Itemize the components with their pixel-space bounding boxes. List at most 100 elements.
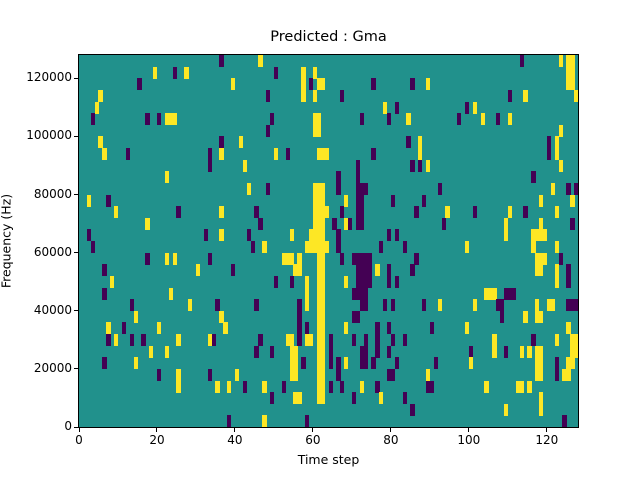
heatmap-cell <box>488 287 493 300</box>
heatmap-cell <box>285 334 290 347</box>
heatmap-cell <box>320 241 325 254</box>
heatmap-cell <box>258 55 263 68</box>
heatmap-cell <box>316 229 322 242</box>
heatmap-cell <box>550 182 555 195</box>
heatmap-cell <box>273 275 279 288</box>
heatmap-cell <box>492 334 497 347</box>
heatmap-cell <box>464 241 470 254</box>
heatmap-cell <box>297 264 302 277</box>
heatmap-cell <box>480 113 485 126</box>
heatmap-cell <box>258 217 263 230</box>
heatmap-cell <box>359 194 364 207</box>
heatmap-cell <box>566 299 571 312</box>
heatmap-cell <box>386 275 392 288</box>
heatmap-cell <box>297 310 302 323</box>
heatmap-cell <box>390 368 396 381</box>
heatmap-cell <box>558 159 563 172</box>
heatmap-cell <box>293 392 298 405</box>
heatmap-cell <box>344 357 349 370</box>
heatmap-cell <box>344 217 349 230</box>
y-tick-label: 120000 <box>26 70 72 85</box>
heatmap-cell <box>309 78 314 91</box>
heatmap-cell <box>355 182 361 195</box>
heatmap-cell <box>289 334 294 347</box>
heatmap-cell <box>375 345 380 358</box>
heatmap-cell <box>145 252 150 265</box>
heatmap-cell <box>355 275 361 288</box>
heatmap-cell <box>523 89 528 102</box>
heatmap-cell <box>359 345 364 358</box>
heatmap-cell <box>207 334 212 347</box>
heatmap-plot-area <box>78 54 579 428</box>
heatmap-cell <box>406 136 411 149</box>
heatmap-cell <box>531 241 536 254</box>
heatmap-cell <box>363 345 368 358</box>
heatmap-cell <box>336 368 341 381</box>
heatmap-cell <box>336 241 341 254</box>
heatmap-cell <box>305 415 310 427</box>
heatmap-cell <box>367 252 372 265</box>
heatmap-cell <box>503 403 509 416</box>
heatmap-cell <box>153 66 158 79</box>
y-tick-label: 0 <box>64 419 72 433</box>
heatmap-cell <box>293 264 298 277</box>
y-tick-mark <box>74 252 78 254</box>
heatmap-cell <box>246 182 251 195</box>
heatmap-cell <box>558 252 563 265</box>
heatmap-cell <box>106 334 111 347</box>
heatmap-cell <box>554 357 559 370</box>
heatmap-cell <box>223 322 228 335</box>
heatmap-cell <box>316 380 322 393</box>
heatmap-cell <box>336 229 341 242</box>
heatmap-cell <box>301 89 306 102</box>
heatmap-cell <box>363 182 368 195</box>
heatmap-cell <box>176 334 181 347</box>
heatmap-cell <box>496 299 501 312</box>
heatmap-cell <box>359 357 364 370</box>
heatmap-cell <box>355 252 361 265</box>
x-tick-mark <box>468 428 470 432</box>
heatmap-cell <box>94 101 99 114</box>
heatmap-cell <box>316 78 322 91</box>
heatmap-cell <box>293 357 298 370</box>
heatmap-cell <box>90 241 95 254</box>
heatmap-cell <box>554 241 559 254</box>
heatmap-cell <box>301 78 306 91</box>
heatmap-cell <box>262 241 267 254</box>
heatmap-cell <box>359 287 364 300</box>
heatmap-cell <box>527 345 532 358</box>
heatmap-cell <box>133 310 138 323</box>
heatmap-cell <box>312 89 318 102</box>
chart-title: Predicted : Gma <box>270 29 387 45</box>
heatmap-cell <box>316 368 322 381</box>
heatmap-cell <box>312 241 318 254</box>
heatmap-cell <box>539 310 544 323</box>
heatmap-cell <box>554 368 559 381</box>
heatmap-cell <box>410 403 415 416</box>
heatmap-cell <box>574 299 578 312</box>
heatmap-cell <box>359 252 364 265</box>
heatmap-cell <box>289 345 294 358</box>
heatmap-cell <box>320 380 325 393</box>
heatmap-cell <box>266 182 271 195</box>
heatmap-cell <box>184 66 189 79</box>
heatmap-cell <box>523 310 528 323</box>
heatmap-cell <box>312 182 318 195</box>
x-tick-label: 20 <box>149 433 165 447</box>
heatmap-cell <box>375 380 380 393</box>
heatmap-cell <box>539 345 544 358</box>
heatmap-cell <box>176 206 181 219</box>
y-tick-label: 80000 <box>33 186 72 201</box>
heatmap-cell <box>554 264 559 277</box>
heatmap-cell <box>305 287 310 300</box>
heatmap-cell <box>332 217 337 230</box>
heatmap-cell <box>238 136 244 149</box>
heatmap-cell <box>316 194 322 207</box>
heatmap-cell <box>219 55 224 68</box>
heatmap-cell <box>570 357 575 370</box>
heatmap-cell <box>324 206 329 219</box>
heatmap-cell <box>503 217 509 230</box>
heatmap-cell <box>320 206 325 219</box>
heatmap-cell <box>156 322 162 335</box>
heatmap-cell <box>418 136 423 149</box>
